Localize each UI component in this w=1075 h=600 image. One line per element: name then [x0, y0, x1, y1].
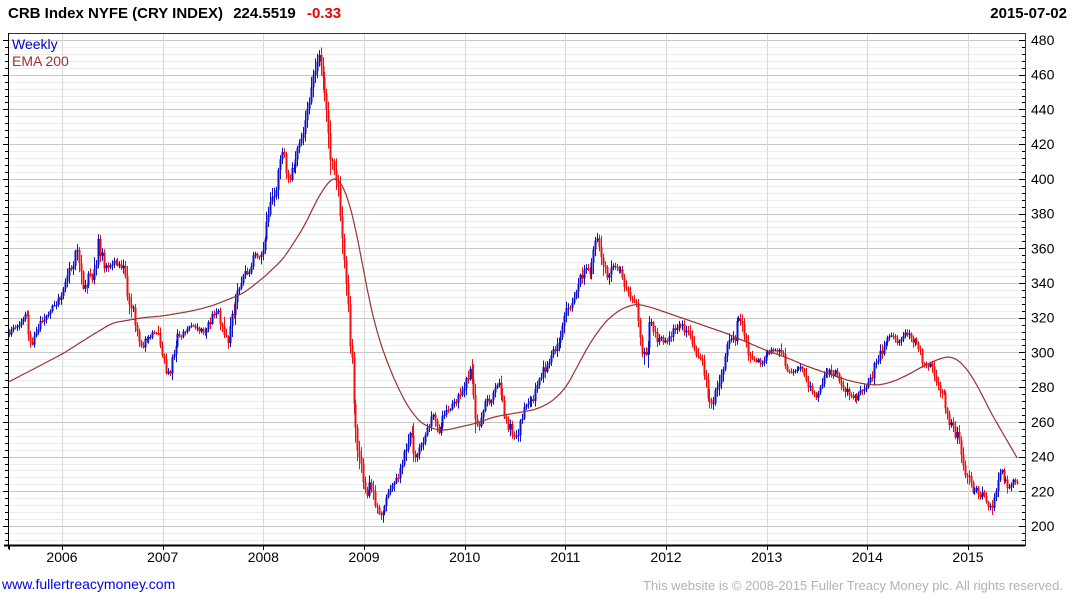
svg-text:400: 400 [1031, 171, 1055, 187]
svg-text:2010: 2010 [449, 549, 480, 565]
svg-text:420: 420 [1031, 136, 1055, 152]
chart-title: CRB Index NYFE (CRY INDEX) 224.5519 -0.3… [8, 5, 341, 22]
svg-text:2009: 2009 [348, 549, 379, 565]
svg-text:2007: 2007 [147, 549, 178, 565]
svg-text:300: 300 [1031, 344, 1055, 360]
chart-legend: Weekly EMA 200 [12, 36, 69, 70]
svg-text:2015: 2015 [952, 549, 983, 565]
svg-text:440: 440 [1031, 101, 1055, 117]
svg-text:480: 480 [1031, 32, 1055, 48]
last-price: 224.5519 [233, 5, 296, 22]
legend-item-ema200: EMA 200 [12, 53, 69, 69]
svg-text:380: 380 [1031, 206, 1055, 222]
y-axis-labels: 200 220 240 260 280 300 320 340 360 380 400 420 440 4… [1031, 32, 1055, 534]
price-change: -0.33 [306, 5, 342, 22]
ema-line [9, 178, 1018, 459]
website-link[interactable]: www.fullertreacymoney.com [2, 576, 176, 592]
copyright-text: This website is © 2008-2015 Fuller Treac… [643, 578, 1063, 593]
instrument-name-and-price: CRB Index NYFE (CRY INDEX) [8, 5, 224, 22]
svg-text:280: 280 [1031, 379, 1055, 395]
svg-text:2011: 2011 [550, 549, 580, 565]
svg-text:460: 460 [1031, 67, 1055, 83]
svg-text:220: 220 [1031, 483, 1055, 499]
svg-text:2008: 2008 [248, 549, 279, 565]
svg-text:2013: 2013 [751, 549, 782, 565]
svg-text:2014: 2014 [852, 549, 883, 565]
candlesticks [9, 47, 1019, 523]
svg-text:320: 320 [1031, 310, 1055, 326]
svg-text:200: 200 [1031, 518, 1055, 534]
x-axis-labels: 2006 2007 2008 2009 2010 2011 2012 2013 2014 2015 [46, 549, 983, 565]
plot-frame [3, 33, 1026, 550]
gridlines [8, 33, 1025, 545]
svg-text:360: 360 [1031, 240, 1055, 256]
svg-text:2006: 2006 [46, 549, 77, 565]
svg-text:2012: 2012 [650, 549, 681, 565]
svg-text:240: 240 [1031, 449, 1055, 465]
svg-text:260: 260 [1031, 414, 1055, 430]
legend-item-weekly: Weekly [12, 36, 58, 52]
svg-text:340: 340 [1031, 275, 1055, 291]
chart-date: 2015-07-02 [990, 5, 1067, 22]
